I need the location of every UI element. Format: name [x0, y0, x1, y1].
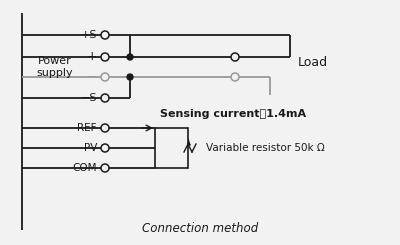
Circle shape	[101, 73, 109, 81]
Text: COM: COM	[72, 163, 97, 173]
Text: −S: −S	[80, 93, 97, 103]
Circle shape	[101, 124, 109, 132]
Circle shape	[101, 144, 109, 152]
Circle shape	[101, 53, 109, 61]
Text: PV: PV	[84, 143, 97, 153]
Circle shape	[127, 54, 133, 60]
Text: −: −	[86, 71, 97, 84]
Circle shape	[231, 73, 239, 81]
Text: Connection method: Connection method	[142, 222, 258, 235]
Text: REF: REF	[78, 123, 97, 133]
Circle shape	[101, 94, 109, 102]
Circle shape	[127, 74, 133, 80]
Text: +: +	[86, 50, 97, 63]
Text: Power
supply: Power supply	[37, 56, 73, 78]
Text: Load: Load	[298, 57, 328, 70]
Circle shape	[231, 53, 239, 61]
Circle shape	[101, 164, 109, 172]
Circle shape	[101, 31, 109, 39]
Text: VR1: VR1	[157, 128, 178, 138]
Bar	[155, 128, 188, 168]
Text: Variable resistor 50k Ω: Variable resistor 50k Ω	[206, 143, 325, 153]
Text: +S: +S	[80, 30, 97, 40]
Text: Sensing current：1.4mA: Sensing current：1.4mA	[160, 109, 306, 119]
